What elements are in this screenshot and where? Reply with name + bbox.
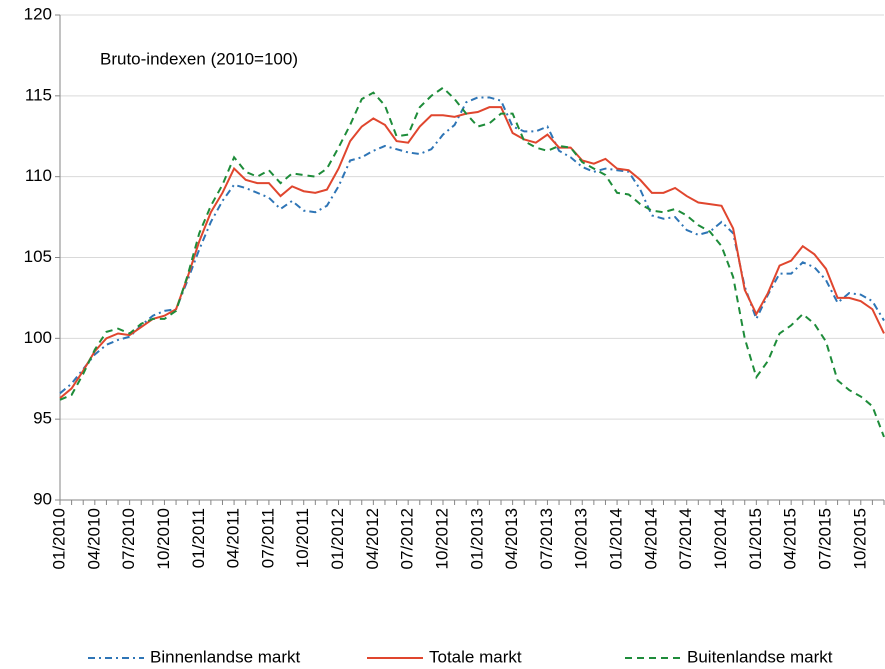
y-tick-label: 120 <box>24 4 52 23</box>
annotation: Bruto-indexen (2010=100) <box>100 49 298 68</box>
x-tick-label: 04/2013 <box>502 508 521 569</box>
x-tick-label: 01/2012 <box>328 508 347 569</box>
x-tick-label: 07/2012 <box>398 508 417 569</box>
y-tick-label: 95 <box>33 409 52 428</box>
x-tick-label: 04/2012 <box>363 508 382 569</box>
legend-label: Totale markt <box>429 647 522 666</box>
x-tick-label: 10/2012 <box>432 508 451 569</box>
legend-label: Buitenlandse markt <box>687 647 833 666</box>
legend-label: Binnenlandse markt <box>150 647 301 666</box>
x-tick-label: 01/2010 <box>49 508 68 569</box>
x-tick-label: 07/2010 <box>119 508 138 569</box>
y-tick-label: 90 <box>33 489 52 508</box>
x-tick-label: 01/2011 <box>189 508 208 568</box>
x-tick-label: 04/2011 <box>224 508 243 568</box>
x-tick-label: 10/2013 <box>572 508 591 569</box>
y-tick-label: 100 <box>24 328 52 347</box>
y-tick-label: 115 <box>25 85 52 104</box>
x-tick-label: 07/2015 <box>815 508 834 569</box>
x-tick-label: 01/2014 <box>607 508 626 569</box>
x-tick-label: 04/2010 <box>84 508 103 569</box>
y-tick-label: 105 <box>24 247 52 266</box>
x-tick-label: 07/2011 <box>258 508 277 568</box>
x-tick-label: 10/2015 <box>850 508 869 569</box>
series-line <box>59 86 885 438</box>
x-tick-label: 10/2011 <box>293 508 312 568</box>
x-tick-label: 10/2010 <box>154 508 173 569</box>
x-tick-label: 07/2014 <box>676 508 695 569</box>
x-tick-label: 04/2015 <box>781 508 800 569</box>
y-tick-label: 110 <box>25 166 52 185</box>
x-tick-label: 07/2013 <box>537 508 556 569</box>
x-tick-label: 04/2014 <box>641 508 660 569</box>
x-tick-label: 01/2015 <box>746 508 765 569</box>
series-line <box>59 96 885 395</box>
x-tick-label: 01/2013 <box>467 508 486 569</box>
series-line <box>59 106 885 399</box>
x-tick-label: 10/2014 <box>711 508 730 569</box>
